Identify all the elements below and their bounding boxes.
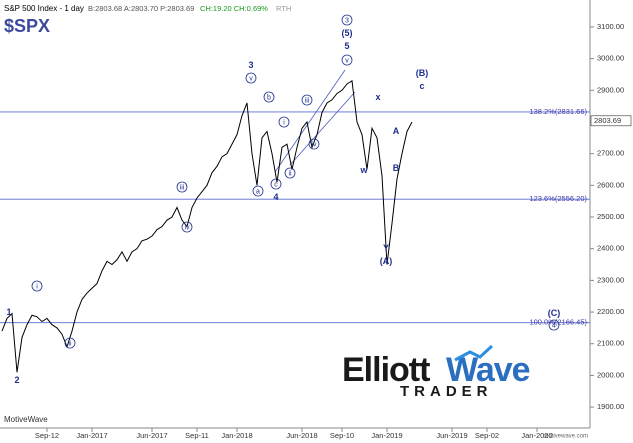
wave-circle bbox=[341, 54, 353, 66]
wave-label: iii bbox=[180, 184, 185, 191]
wave-label: (A) bbox=[380, 256, 393, 266]
fib-label: 123.6%(2556.20) bbox=[529, 194, 587, 203]
logo: Elliott Wave TRADER bbox=[342, 344, 531, 400]
channel-line bbox=[274, 69, 346, 173]
wave-label: i bbox=[36, 283, 38, 290]
wave-circle bbox=[341, 14, 353, 26]
x-tick-label: Sep-10 bbox=[330, 431, 354, 440]
y-tick-label: 2500.00 bbox=[597, 212, 624, 221]
price-line bbox=[1, 79, 413, 373]
wave-label: (5) bbox=[342, 28, 353, 38]
y-tick-label: 2300.00 bbox=[597, 275, 624, 284]
wave-label: Y bbox=[383, 243, 389, 253]
x-tick-label: Jan-2018 bbox=[221, 431, 252, 440]
wave-label: v bbox=[345, 57, 349, 64]
wave-circle bbox=[270, 178, 282, 190]
y-tick-label: 2900.00 bbox=[597, 85, 624, 94]
y-tick-label: 2600.00 bbox=[597, 180, 624, 189]
symbol: $SPX bbox=[4, 16, 50, 36]
wave-label: b bbox=[267, 94, 271, 101]
logo-arrow bbox=[454, 344, 494, 362]
x-tick-label: Sep-11 bbox=[185, 431, 209, 440]
y-tick-label: 2100.00 bbox=[597, 339, 624, 348]
x-tick-label: Sep-02 bbox=[475, 431, 499, 440]
wave-label: A bbox=[393, 126, 400, 136]
y-tick-label: 3000.00 bbox=[597, 54, 624, 63]
logo-word: Elliott bbox=[342, 351, 430, 389]
wave-label: iv bbox=[184, 224, 190, 231]
wave-label: 5 bbox=[344, 41, 349, 51]
wave-label: ii bbox=[288, 170, 292, 177]
wave-label: 3 bbox=[345, 17, 349, 24]
last-price-box bbox=[590, 115, 632, 127]
wave-label: c bbox=[419, 81, 424, 91]
x-tick-label: Jan-2017 bbox=[76, 431, 107, 440]
y-tick-label: 1900.00 bbox=[597, 402, 624, 411]
wave-label: x bbox=[375, 92, 380, 102]
wave-label: 3 bbox=[248, 60, 253, 70]
wave-circle bbox=[31, 280, 43, 292]
wave-circle bbox=[278, 116, 290, 128]
wave-circle bbox=[548, 319, 560, 331]
wave-label: v bbox=[249, 75, 253, 82]
fib-label: 138.2%(2831.66) bbox=[529, 107, 587, 116]
change: CH:19.20 CH:0.69% bbox=[200, 4, 268, 13]
wave-circle bbox=[176, 181, 188, 193]
y-tick-label: 2000.00 bbox=[597, 370, 624, 379]
wave-label: iii bbox=[305, 97, 310, 104]
wave-circle bbox=[263, 91, 275, 103]
wave-label: c bbox=[274, 181, 278, 188]
last-price-label: 2803.69 bbox=[594, 116, 621, 125]
wave-label: (B) bbox=[416, 68, 429, 78]
x-tick-label: Jun-2018 bbox=[286, 431, 317, 440]
site: motivewave.com bbox=[543, 434, 588, 440]
wave-label: (C) bbox=[548, 308, 561, 318]
wave-label: 1 bbox=[6, 307, 11, 317]
y-tick-label: 2400.00 bbox=[597, 244, 624, 253]
y-tick-label: 2200.00 bbox=[597, 307, 624, 316]
x-tick-label: Jan-2020 bbox=[521, 431, 552, 440]
wave-label: 4 bbox=[552, 322, 556, 329]
y-tick-label: 3100.00 bbox=[597, 22, 624, 31]
wave-label: ii bbox=[68, 340, 72, 347]
wave-circle bbox=[245, 72, 257, 84]
wave-label: w bbox=[359, 165, 368, 175]
wave-label: i bbox=[283, 119, 285, 126]
wave-circle bbox=[284, 167, 296, 179]
watermark: MotiveWave bbox=[4, 415, 48, 424]
y-tick-label: 2700.00 bbox=[597, 149, 624, 158]
x-tick-label: Jun-2019 bbox=[436, 431, 467, 440]
wave-label: 2 bbox=[14, 375, 19, 385]
channel-line bbox=[289, 91, 356, 166]
x-tick-label: Jan-2019 bbox=[371, 431, 402, 440]
quote: B:2803.68 A:2803.70 P:2803.69 bbox=[88, 4, 194, 13]
wave-circle bbox=[301, 94, 313, 106]
wave-label: B bbox=[393, 163, 400, 173]
wave-circle bbox=[308, 138, 320, 150]
chart-title: S&P 500 Index - 1 day bbox=[4, 4, 84, 13]
wave-circle bbox=[181, 221, 193, 233]
wave-label: a bbox=[256, 188, 260, 195]
wave-circle bbox=[64, 337, 76, 349]
logo-word: TRADER bbox=[400, 383, 493, 400]
x-tick-label: Jun-2017 bbox=[136, 431, 167, 440]
wave-circle bbox=[252, 185, 264, 197]
session: RTH bbox=[276, 4, 291, 13]
wave-label: 4 bbox=[273, 192, 278, 202]
x-tick-label: Sep-12 bbox=[35, 431, 59, 440]
wave-label: iv bbox=[311, 141, 317, 148]
